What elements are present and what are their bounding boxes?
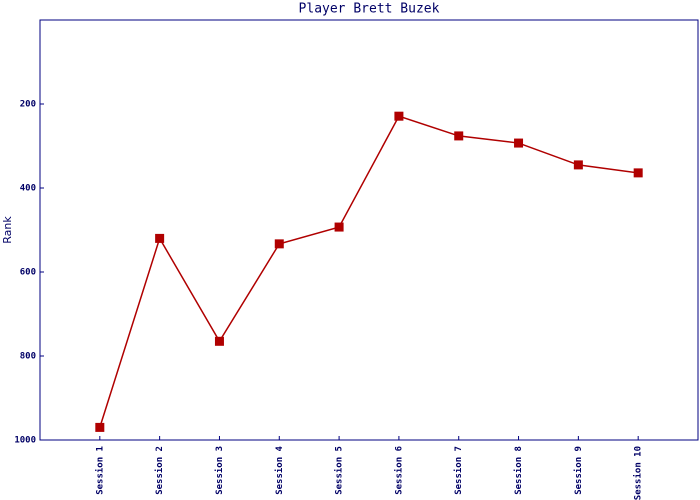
- data-point: [454, 131, 464, 141]
- y-tick-label: 200: [20, 100, 36, 110]
- x-tick-label: Session 10: [633, 446, 644, 500]
- data-point: [394, 111, 404, 121]
- x-tick-label: Session 8: [513, 446, 524, 495]
- x-tick-label: Session 3: [214, 446, 225, 495]
- data-point: [633, 168, 643, 178]
- x-tick-label: Session 6: [393, 446, 404, 495]
- plot-frame: [39, 19, 699, 441]
- x-tick-label: Session 5: [334, 446, 345, 495]
- chart-title: Player Brett Buzek: [299, 2, 440, 17]
- data-point: [214, 336, 224, 346]
- y-axis-label: Rank: [1, 216, 14, 244]
- x-tick-label: Session 4: [274, 445, 285, 494]
- series-line: [99, 115, 639, 428]
- y-tick-label: 1000: [14, 436, 36, 446]
- y-tick-label: 600: [20, 268, 36, 278]
- y-tick-label: 800: [20, 352, 36, 362]
- data-point: [573, 160, 583, 170]
- x-tick-label: Session 9: [573, 446, 584, 495]
- data-point: [155, 233, 165, 243]
- y-tick-label: 400: [20, 184, 36, 194]
- x-tick-label: Session 7: [453, 446, 464, 495]
- x-tick-label: Session 1: [94, 446, 105, 495]
- data-point: [334, 222, 344, 232]
- data-point: [274, 239, 284, 249]
- data-point: [95, 422, 105, 432]
- data-point: [514, 138, 524, 148]
- x-tick-label: Session 2: [154, 446, 165, 495]
